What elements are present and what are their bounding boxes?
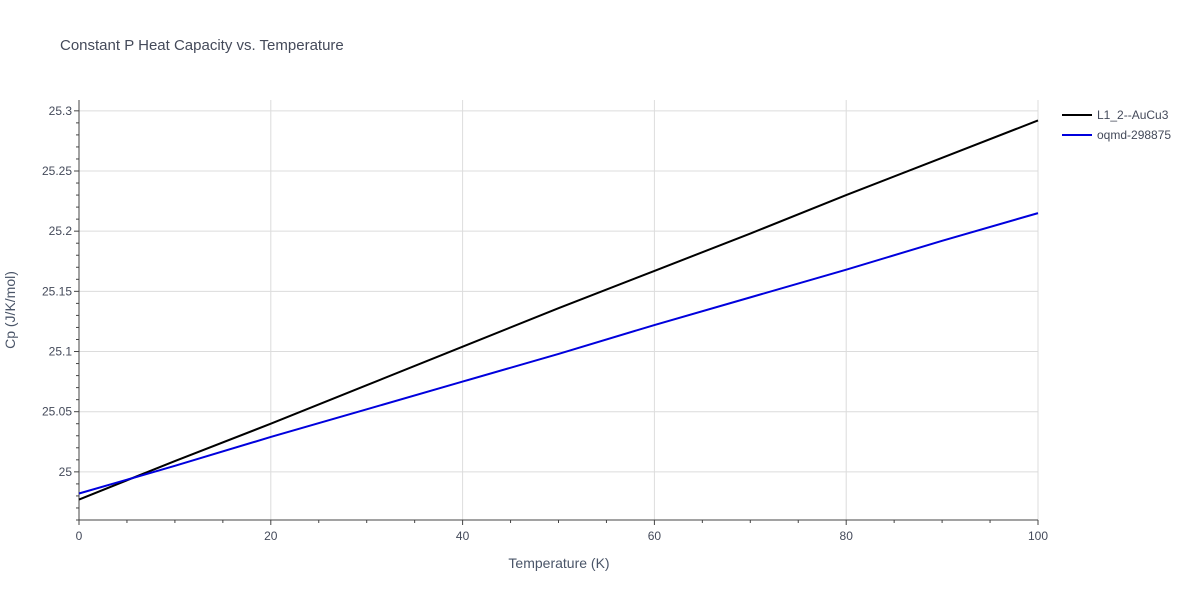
legend-label: oqmd-298875 [1097,128,1171,142]
grid [79,100,1039,520]
x-tick-label: 40 [456,529,470,543]
y-tick-label: 25.15 [42,284,72,298]
y-tick-label: 25.3 [49,104,73,118]
y-axis-title: Cp (J/K/mol) [2,271,18,349]
chart-title: Constant P Heat Capacity vs. Temperature [60,37,344,54]
x-axis-title: Temperature (K) [508,555,609,571]
axes: 0 20 40 60 80 100 25 25.05 25.1 25.15 25.2 25.25 25.… [42,100,1048,543]
y-tick-label: 25 [59,465,73,479]
y-tick-label: 25.2 [49,224,73,238]
x-tick-label: 20 [264,529,278,543]
x-tick-label: 0 [76,529,83,543]
series-line-1 [78,119,1039,501]
y-tick-label: 25.1 [49,345,73,359]
x-tick-label: 80 [840,529,854,543]
y-tick-label: 25.25 [42,164,72,178]
legend-label: L1_2--AuCu3 [1097,108,1169,122]
series-layer [78,119,1039,501]
y-tick-label: 25.05 [42,405,72,419]
legend: L1_2--AuCu3 oqmd-298875 [1062,108,1171,142]
series-line-2 [78,212,1039,495]
x-tick-label: 60 [648,529,662,543]
x-tick-label: 100 [1028,529,1048,543]
